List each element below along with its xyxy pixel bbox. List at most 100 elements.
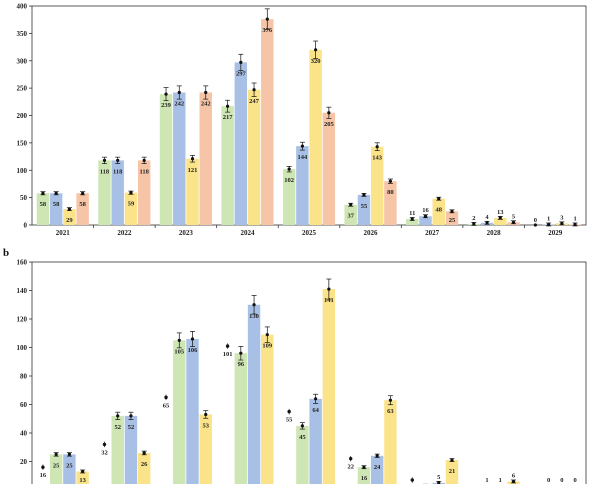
bar bbox=[261, 334, 274, 489]
bar-value-label: 0 bbox=[573, 477, 576, 484]
bar bbox=[309, 49, 322, 225]
bar-point bbox=[265, 333, 269, 337]
bar-value-label: 102 bbox=[284, 177, 294, 184]
bar-value-label: 106 bbox=[188, 347, 199, 354]
bar-value-label: 118 bbox=[139, 168, 149, 175]
x-tick-label: 2027 bbox=[425, 229, 440, 237]
bar-value-label: 247 bbox=[249, 98, 260, 105]
bar-point bbox=[300, 424, 304, 428]
point-marker bbox=[164, 395, 168, 400]
point-marker bbox=[41, 465, 45, 469]
bar-point bbox=[560, 221, 564, 225]
y-tick-label: 80 bbox=[20, 373, 28, 381]
point-label: 16 bbox=[40, 472, 47, 479]
bar-value-label: 1 bbox=[573, 215, 576, 222]
bar bbox=[234, 62, 248, 225]
bar-value-label: 53 bbox=[202, 422, 209, 429]
bar bbox=[322, 112, 336, 225]
bar-value-label: 64 bbox=[312, 407, 319, 414]
bar bbox=[445, 211, 459, 225]
bar-point bbox=[265, 17, 269, 21]
bar-point bbox=[375, 145, 379, 149]
bar bbox=[124, 192, 138, 225]
bar-point bbox=[81, 191, 85, 195]
y-tick-label: 20 bbox=[20, 458, 28, 466]
bar bbox=[357, 194, 371, 225]
bar-point bbox=[142, 451, 146, 455]
bar-point bbox=[225, 104, 230, 108]
bar-point bbox=[129, 191, 133, 195]
bar-value-label: 2 bbox=[472, 215, 475, 222]
bar-value-label: 109 bbox=[262, 343, 273, 350]
bar-value-label: 29 bbox=[66, 217, 73, 224]
bar bbox=[124, 415, 138, 489]
bar-point bbox=[177, 338, 181, 342]
point-label: 101 bbox=[223, 351, 233, 358]
x-tick-label: 2029 bbox=[548, 229, 563, 237]
y-tick-label: 160 bbox=[17, 259, 28, 267]
panel-letter: b bbox=[3, 247, 9, 259]
bar-point bbox=[164, 92, 168, 96]
bar-value-label: 11 bbox=[409, 210, 415, 217]
bar-point bbox=[252, 303, 256, 307]
bar-value-label: 1 bbox=[485, 477, 488, 484]
bar-value-label: 58 bbox=[53, 201, 60, 208]
bar-point bbox=[67, 452, 71, 456]
bar-value-label: 5 bbox=[437, 474, 441, 481]
bar-value-label: 58 bbox=[79, 201, 86, 208]
bar-value-label: 96 bbox=[238, 361, 245, 368]
bar-point bbox=[547, 222, 551, 227]
x-tick-label: 2024 bbox=[240, 229, 255, 237]
bar-point bbox=[450, 458, 454, 462]
bar bbox=[370, 455, 384, 489]
bar-value-label: 16 bbox=[422, 207, 429, 214]
bar-value-label: 141 bbox=[324, 297, 334, 304]
point-label: 65 bbox=[163, 402, 170, 409]
bar-point bbox=[300, 144, 304, 148]
bar bbox=[159, 94, 173, 226]
bar-value-label: 5 bbox=[512, 213, 516, 220]
bar-point bbox=[54, 452, 58, 456]
bar bbox=[137, 452, 151, 489]
point-marker bbox=[287, 409, 291, 414]
bar bbox=[370, 146, 384, 225]
bar bbox=[63, 454, 76, 489]
bar bbox=[296, 146, 309, 225]
bar-value-label: 105 bbox=[174, 348, 185, 355]
x-tick-label: 2021 bbox=[56, 229, 71, 237]
bar-value-label: 63 bbox=[387, 408, 394, 415]
bar bbox=[49, 454, 63, 489]
point-label: 22 bbox=[347, 464, 354, 471]
bar-point bbox=[129, 414, 133, 418]
point-label: 55 bbox=[286, 417, 293, 424]
bar-point bbox=[204, 90, 208, 95]
bar-value-label: 376 bbox=[262, 27, 273, 34]
x-tick-label: 2026 bbox=[364, 229, 379, 237]
bar-point bbox=[287, 167, 291, 171]
bar-value-label: 26 bbox=[141, 461, 148, 468]
bar bbox=[247, 89, 261, 225]
bar-point bbox=[252, 88, 256, 92]
bar bbox=[309, 398, 322, 489]
bar bbox=[344, 204, 357, 225]
bar-value-label: 320 bbox=[311, 58, 321, 65]
y-tick-label: 120 bbox=[17, 316, 28, 324]
bar-point bbox=[485, 221, 489, 225]
bar-point bbox=[533, 223, 537, 227]
bar-value-label: 59 bbox=[128, 201, 135, 208]
bar-point bbox=[239, 351, 243, 355]
bar-value-label: 25 bbox=[66, 462, 73, 469]
bar bbox=[186, 338, 199, 489]
bar-value-label: 58 bbox=[40, 201, 47, 208]
bar-value-label: 118 bbox=[113, 168, 123, 175]
point-label: 32 bbox=[101, 449, 108, 456]
bar-value-label: 52 bbox=[128, 424, 135, 431]
y-tick-label: 40 bbox=[20, 430, 28, 438]
bar-point bbox=[437, 197, 441, 201]
point-marker bbox=[349, 456, 353, 461]
bar bbox=[234, 353, 248, 489]
bar-point bbox=[450, 209, 454, 213]
bar bbox=[98, 160, 111, 225]
bar-value-label: 45 bbox=[299, 434, 306, 441]
